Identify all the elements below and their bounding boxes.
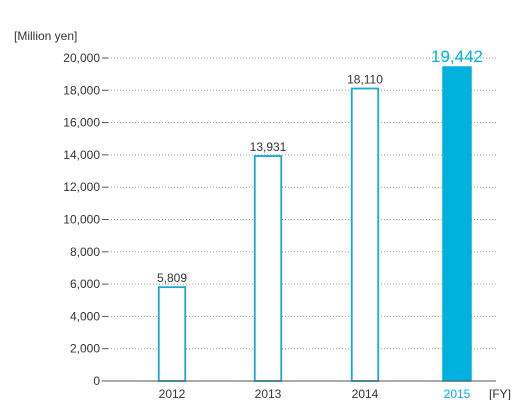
bar-value-label-2012: 5,809	[157, 271, 187, 285]
y-tick-label: 18,000	[63, 83, 100, 97]
bar-value-labels: 5,809 13,931 18,110 19,442	[157, 47, 483, 285]
x-tick-label-2012: 2012	[159, 387, 186, 400]
x-tick-label-2015: 2015	[444, 387, 471, 400]
y-tick-label: 14,000	[63, 148, 100, 162]
y-tick-label: 10,000	[63, 213, 100, 227]
x-tick-label-2013: 2013	[255, 387, 282, 400]
y-tick-label: 16,000	[63, 116, 100, 130]
bar-value-label-2015: 19,442	[431, 47, 483, 66]
y-tick-label: 8,000	[70, 245, 100, 259]
y-tick-label: 20,000	[63, 51, 100, 65]
y-tick-label: 0	[93, 374, 100, 388]
y-tick-label: 12,000	[63, 180, 100, 194]
y-axis-unit-label: [Million yen]	[14, 29, 77, 43]
bar-2012	[157, 286, 187, 382]
x-tick-label-2014: 2014	[352, 387, 379, 400]
x-axis-ticks: 2012 2013 2014 2015	[159, 387, 471, 400]
y-tick-label: 4,000	[70, 309, 100, 323]
bar-value-label-2014: 18,110	[347, 73, 383, 87]
y-axis-ticks: 0 2,000 4,000 6,000 8,000 10,000 12,000 14,000 1…	[63, 51, 108, 388]
bar-2014	[350, 87, 380, 382]
bar-value-label-2013: 13,931	[250, 140, 287, 154]
bar-2015	[442, 66, 472, 382]
y-tick-label: 6,000	[70, 277, 100, 291]
y-tick-label: 2,000	[70, 342, 100, 356]
x-axis-unit-label: [FY]	[489, 387, 511, 400]
bars	[157, 66, 472, 382]
bar-2013	[253, 155, 283, 382]
